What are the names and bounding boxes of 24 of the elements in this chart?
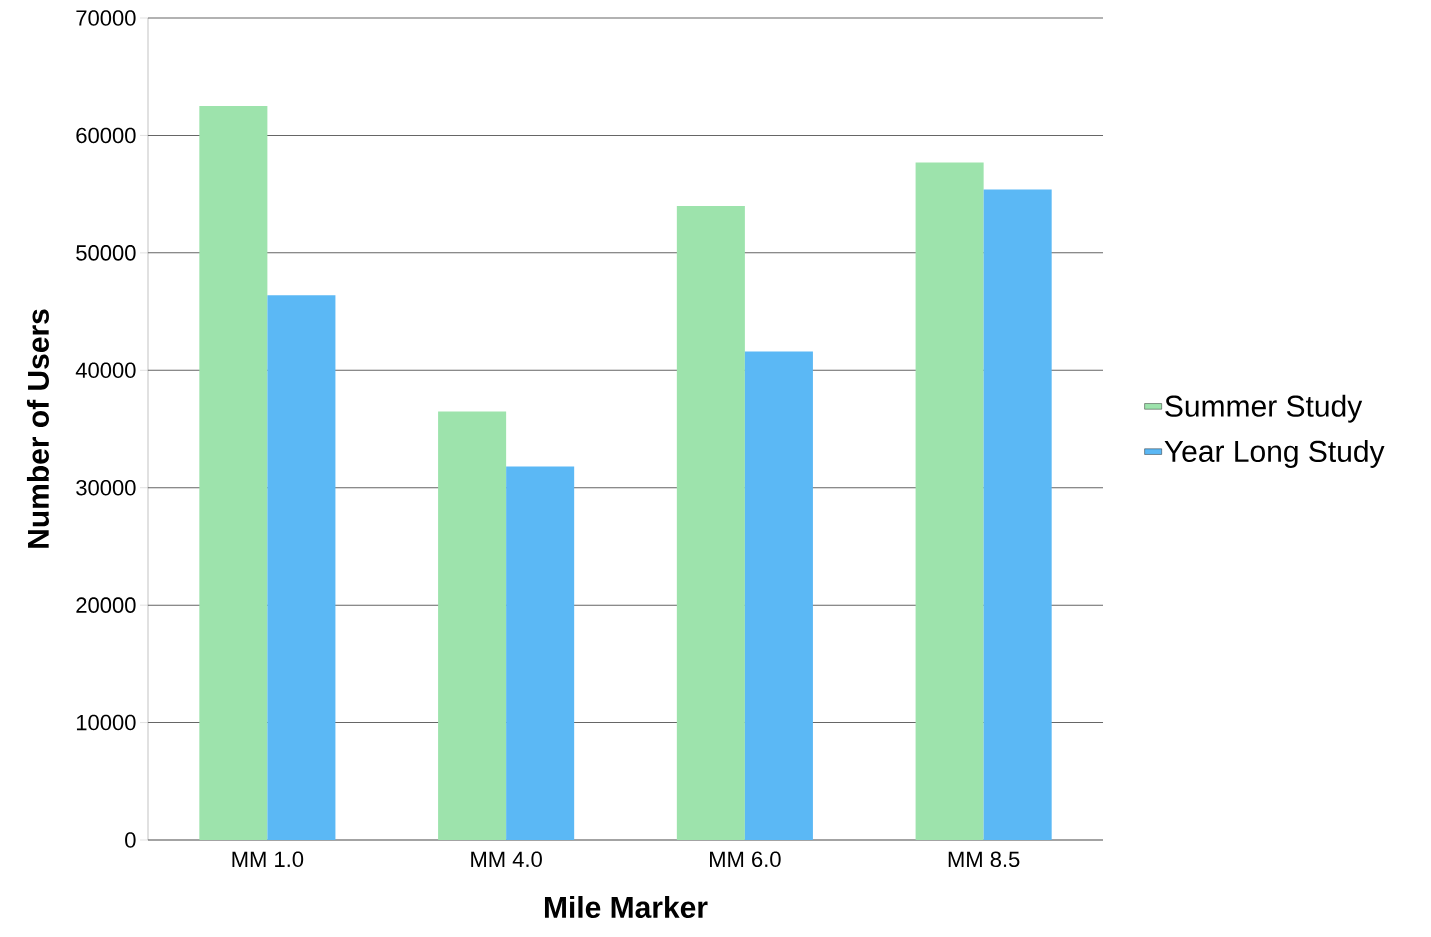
y-tick-label: 0	[125, 832, 136, 848]
y-tick-label: 30000	[76, 479, 136, 496]
y-tick-label: 40000	[75, 362, 136, 379]
bar	[983, 189, 1052, 840]
y-tick-label: 20000	[76, 597, 136, 613]
bar	[506, 466, 575, 840]
x-tick-label: MM 4.0	[471, 851, 542, 868]
x-tick-label: MM 6.0	[710, 851, 781, 868]
bar	[267, 295, 336, 840]
x-tick-label: MM 1.0	[232, 851, 304, 868]
y-tick-label: 70000	[76, 10, 136, 26]
bar	[199, 106, 268, 840]
y-axis-title: Number of Users	[26, 309, 49, 548]
legend-label: Year Long Study	[1164, 440, 1385, 468]
y-tick-label: 10000	[76, 714, 136, 731]
y-tick-label: 60000	[76, 127, 136, 144]
bar	[438, 411, 507, 840]
x-axis-title: Mile Marker	[544, 895, 708, 919]
bar	[915, 162, 984, 840]
y-tick-label: 50000	[76, 245, 136, 261]
bar	[744, 351, 813, 840]
legend-label: Summer Study	[1165, 394, 1363, 423]
bar	[676, 205, 745, 840]
x-tick-label: MM 8.5	[948, 851, 1020, 868]
